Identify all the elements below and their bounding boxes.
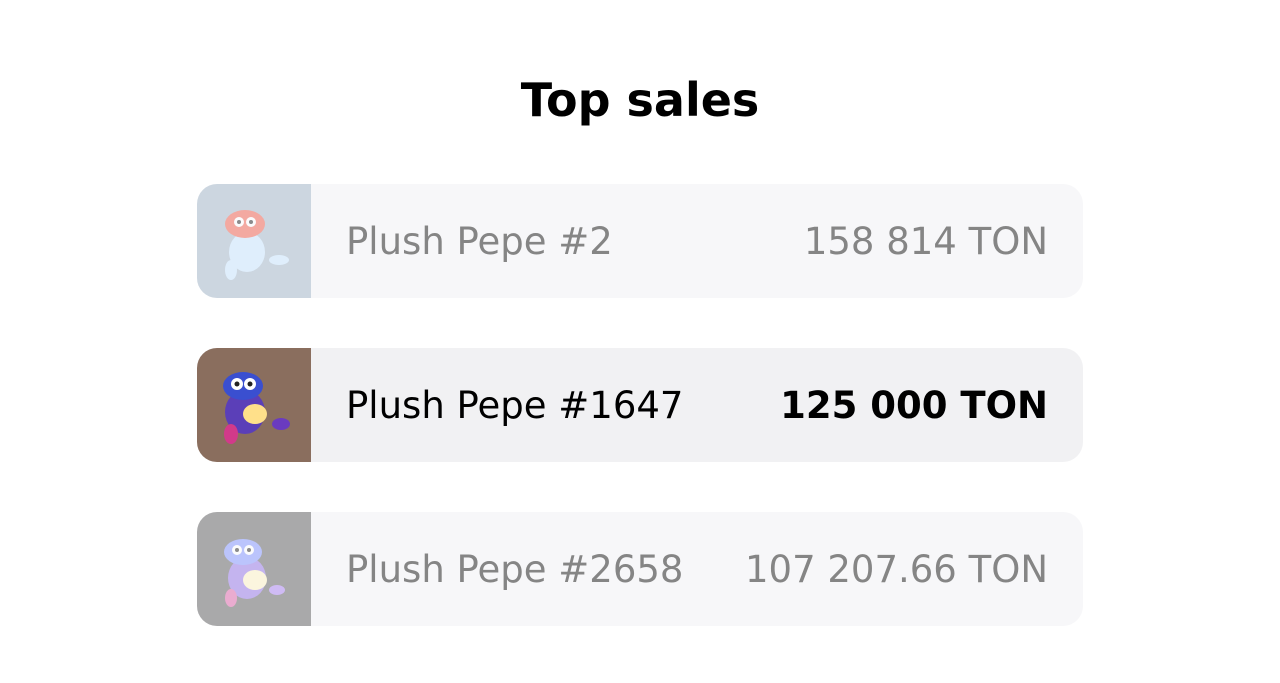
item-price: 107 207.66 TON bbox=[744, 547, 1048, 591]
item-image bbox=[197, 184, 311, 298]
item-name: Plush Pepe #2 bbox=[346, 219, 613, 263]
item-image bbox=[197, 348, 311, 462]
item-price: 158 814 TON bbox=[803, 219, 1048, 263]
item-image bbox=[197, 512, 311, 626]
title: Top sales bbox=[520, 73, 760, 127]
sale-row[interactable]: Plush Pepe #2 158 814 TON bbox=[197, 184, 1083, 298]
sale-row[interactable]: Plush Pepe #2658 107 207.66 TON bbox=[197, 512, 1083, 626]
sale-row[interactable]: Plush Pepe #1647 125 000 TON bbox=[197, 348, 1083, 462]
item-price: 125 000 TON bbox=[780, 383, 1048, 427]
item-name: Plush Pepe #2658 bbox=[346, 547, 684, 591]
item-name: Plush Pepe #1647 bbox=[346, 383, 684, 427]
